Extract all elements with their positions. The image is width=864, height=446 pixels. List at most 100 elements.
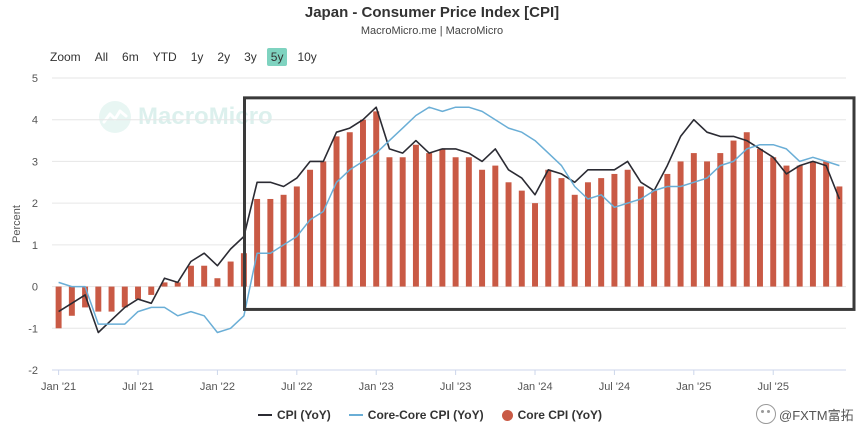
- watermark: MacroMicro: [98, 100, 273, 134]
- core-cpi-bar: [346, 132, 353, 287]
- core-cpi-bar: [452, 157, 459, 287]
- legend-item-core-cpi[interactable]: Core CPI (YoY): [501, 408, 603, 422]
- line-series: [58, 106, 841, 334]
- y-tick-label: 5: [32, 73, 38, 85]
- core-cpi-bar: [95, 286, 102, 312]
- range-10y-button[interactable]: 10y: [297, 50, 317, 64]
- range-2y-button[interactable]: 2y: [217, 50, 231, 64]
- x-tick-label: Jan '22: [200, 381, 235, 393]
- range-3y-button[interactable]: 3y: [244, 50, 257, 64]
- y-tick-label: 4: [32, 115, 38, 127]
- core-cpi-bar: [558, 178, 565, 287]
- core-cpi-bar: [704, 161, 711, 287]
- core-cpi-bar: [730, 140, 737, 287]
- core-cpi-bar: [307, 169, 314, 287]
- core-cpi-bar: [399, 157, 406, 287]
- core-cpi-bar: [280, 194, 287, 287]
- core-cpi-bar: [108, 286, 115, 312]
- x-tick-label: Jul '22: [281, 381, 312, 393]
- core-cpi-bar: [227, 261, 234, 287]
- core-cpi-bar: [651, 190, 658, 287]
- y-tick-label: -1: [28, 323, 38, 335]
- core-cpi-bar: [796, 165, 803, 287]
- core-cpi-bar: [783, 165, 790, 287]
- core-cpi-bar: [254, 198, 261, 287]
- core-cpi-bar: [717, 153, 724, 287]
- wechat-icon: [756, 404, 776, 424]
- zoom-label: Zoom: [50, 50, 81, 64]
- core-cpi-bar: [770, 157, 777, 287]
- range-6m-button[interactable]: 6m: [122, 50, 139, 64]
- legend-item-core-core-cpi[interactable]: Core-Core CPI (YoY): [348, 408, 484, 422]
- legend-label-core-core-cpi: Core-Core CPI (YoY): [367, 408, 484, 422]
- x-tick-label: Jul '21: [122, 381, 153, 393]
- core-cpi-bar: [664, 173, 671, 287]
- highlight-box-layer: [243, 96, 856, 311]
- core-cpi-bar: [757, 148, 763, 287]
- core-cpi-bar: [412, 144, 419, 287]
- core-cpi-bar: [148, 286, 155, 295]
- core-cpi-bar: [174, 282, 181, 287]
- y-tick-label: -2: [28, 365, 38, 377]
- range-5y-button[interactable]: 5y: [266, 48, 288, 66]
- y-tick-label: 2: [32, 198, 38, 210]
- cpi-line: [58, 106, 841, 334]
- x-tick-label: Jan '21: [41, 381, 76, 393]
- y-tick-label: 0: [32, 282, 38, 294]
- core-core-cpi-line: [58, 106, 840, 334]
- core-cpi-bar: [68, 286, 75, 316]
- x-tick-label: Jul '24: [599, 381, 630, 393]
- core-cpi-bar: [624, 169, 631, 287]
- core-cpi-bar: [201, 265, 208, 287]
- x-tick-label: Jan '25: [676, 381, 711, 393]
- core-cpi-bar: [161, 282, 168, 287]
- legend-label-cpi: CPI (YoY): [277, 408, 331, 422]
- core-cpi-bar: [836, 186, 843, 287]
- legend-line-cpi: [258, 414, 272, 416]
- core-cpi-bar: [121, 286, 128, 308]
- core-cpi-bar: [677, 161, 684, 287]
- legend: CPI (YoY) Core-Core CPI (YoY) Core CPI (…: [258, 408, 620, 422]
- core-cpi-bar: [426, 153, 433, 287]
- core-cpi-bar: [373, 111, 380, 287]
- core-cpi-bar: [545, 169, 552, 287]
- x-tick-label: Jan '24: [517, 381, 552, 393]
- y-tick-label: 3: [32, 156, 38, 168]
- range-all-button[interactable]: All: [94, 50, 109, 64]
- legend-dot-core-cpi: [501, 409, 513, 421]
- core-cpi-bar: [360, 119, 366, 287]
- zoom-toolbar: Zoom All 6m YTD 1y 2y 3y 5y 10y: [50, 48, 327, 66]
- core-cpi-bar: [611, 173, 618, 287]
- core-cpi-bars: [55, 111, 843, 329]
- core-cpi-bar: [690, 153, 697, 287]
- chart-title: Japan - Consumer Price Index [CPI]: [304, 4, 560, 21]
- core-cpi-bar: [439, 148, 446, 287]
- core-cpi-bar: [55, 286, 62, 329]
- core-cpi-bar: [571, 194, 578, 287]
- core-cpi-bar: [135, 286, 141, 300]
- core-cpi-bar: [479, 169, 486, 287]
- core-cpi-bar: [505, 182, 512, 287]
- core-cpi-bar: [518, 190, 525, 287]
- range-1y-button[interactable]: 1y: [190, 50, 204, 64]
- core-cpi-bar: [584, 182, 591, 287]
- y-axis-label: Percent: [11, 205, 23, 243]
- axis-layer: -2 -1 0 1 2 3 4 5 Jan '21 Jul '21 Jan '22 Jul '22 Ja…: [11, 73, 846, 393]
- core-cpi-bar: [823, 161, 830, 287]
- grid-layer: [52, 77, 846, 371]
- range-ytd-button[interactable]: YTD: [152, 50, 177, 64]
- legend-label-core-cpi: Core CPI (YoY): [517, 408, 603, 422]
- core-cpi-bar: [187, 265, 194, 287]
- legend-item-cpi[interactable]: CPI (YoY): [258, 408, 331, 422]
- x-tick-label: Jul '25: [757, 381, 788, 393]
- core-cpi-bar: [809, 161, 816, 287]
- core-cpi-bar: [637, 186, 644, 287]
- highlight-box: [243, 96, 856, 311]
- core-cpi-bar: [532, 203, 538, 287]
- core-cpi-bar: [386, 157, 393, 287]
- core-cpi-bar: [492, 165, 499, 287]
- core-cpi-bar: [743, 132, 750, 287]
- x-tick-label: Jan '23: [359, 381, 394, 393]
- macromicro-logo-icon: [99, 101, 131, 133]
- y-tick-label: 1: [32, 240, 38, 252]
